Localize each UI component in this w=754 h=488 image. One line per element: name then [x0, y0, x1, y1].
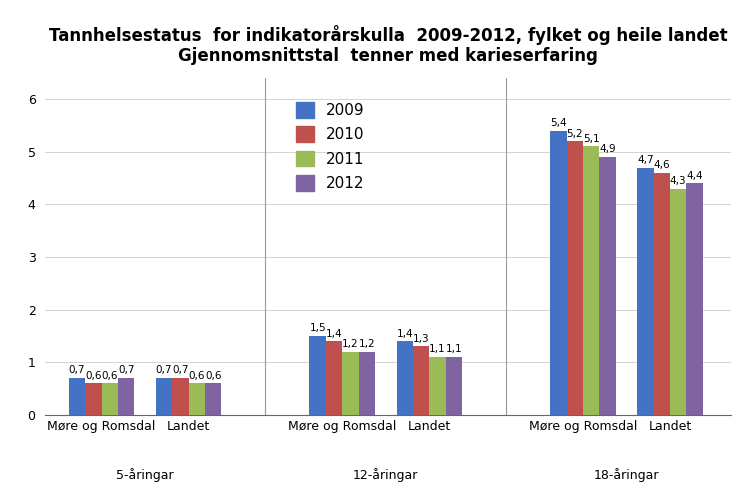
Text: 1,1: 1,1 — [446, 345, 462, 354]
Text: 0,6: 0,6 — [102, 370, 118, 381]
Text: 1,1: 1,1 — [429, 345, 446, 354]
Text: 5-åringar: 5-åringar — [116, 468, 174, 482]
Bar — [309, 336, 326, 415]
Text: 1,2: 1,2 — [358, 339, 375, 349]
Bar — [156, 378, 172, 415]
Text: 4,3: 4,3 — [670, 176, 686, 186]
Text: 0,6: 0,6 — [85, 370, 102, 381]
Text: 0,7: 0,7 — [156, 366, 172, 375]
Text: 1,2: 1,2 — [342, 339, 359, 349]
Bar — [413, 346, 429, 415]
Text: 4,4: 4,4 — [686, 171, 703, 181]
Bar — [326, 341, 342, 415]
Text: 5,4: 5,4 — [550, 118, 566, 128]
Legend: 2009, 2010, 2011, 2012: 2009, 2010, 2011, 2012 — [290, 96, 371, 197]
Bar — [85, 383, 102, 415]
Bar — [397, 341, 413, 415]
Bar — [654, 173, 670, 415]
Bar — [342, 352, 359, 415]
Bar — [205, 383, 222, 415]
Text: 1,5: 1,5 — [309, 323, 326, 333]
Bar — [172, 378, 188, 415]
Bar — [566, 141, 583, 415]
Bar — [583, 146, 599, 415]
Bar — [359, 352, 375, 415]
Bar — [550, 131, 566, 415]
Bar — [69, 378, 85, 415]
Bar — [118, 378, 134, 415]
Text: 1,4: 1,4 — [326, 328, 342, 339]
Text: 18-åringar: 18-åringar — [593, 468, 659, 482]
Text: 0,7: 0,7 — [69, 366, 85, 375]
Text: 0,6: 0,6 — [205, 370, 222, 381]
Text: 0,7: 0,7 — [172, 366, 188, 375]
Bar — [670, 188, 686, 415]
Bar — [446, 357, 462, 415]
Text: 0,6: 0,6 — [188, 370, 205, 381]
Bar — [188, 383, 205, 415]
Bar — [637, 167, 654, 415]
Text: 5,2: 5,2 — [566, 128, 583, 139]
Bar — [102, 383, 118, 415]
Text: 4,6: 4,6 — [654, 160, 670, 170]
Bar — [429, 357, 446, 415]
Text: 0,7: 0,7 — [118, 366, 134, 375]
Text: 5,1: 5,1 — [583, 134, 599, 144]
Text: 4,7: 4,7 — [637, 155, 654, 165]
Text: 1,3: 1,3 — [412, 334, 429, 344]
Text: 12-åringar: 12-åringar — [353, 468, 418, 482]
Title: Tannhelsestatus  for indikatorårskulla  2009-2012, fylket og heile landet
Gjenno: Tannhelsestatus for indikatorårskulla 20… — [49, 24, 728, 65]
Bar — [599, 157, 616, 415]
Bar — [686, 183, 703, 415]
Text: 1,4: 1,4 — [397, 328, 413, 339]
Text: 4,9: 4,9 — [599, 144, 616, 154]
